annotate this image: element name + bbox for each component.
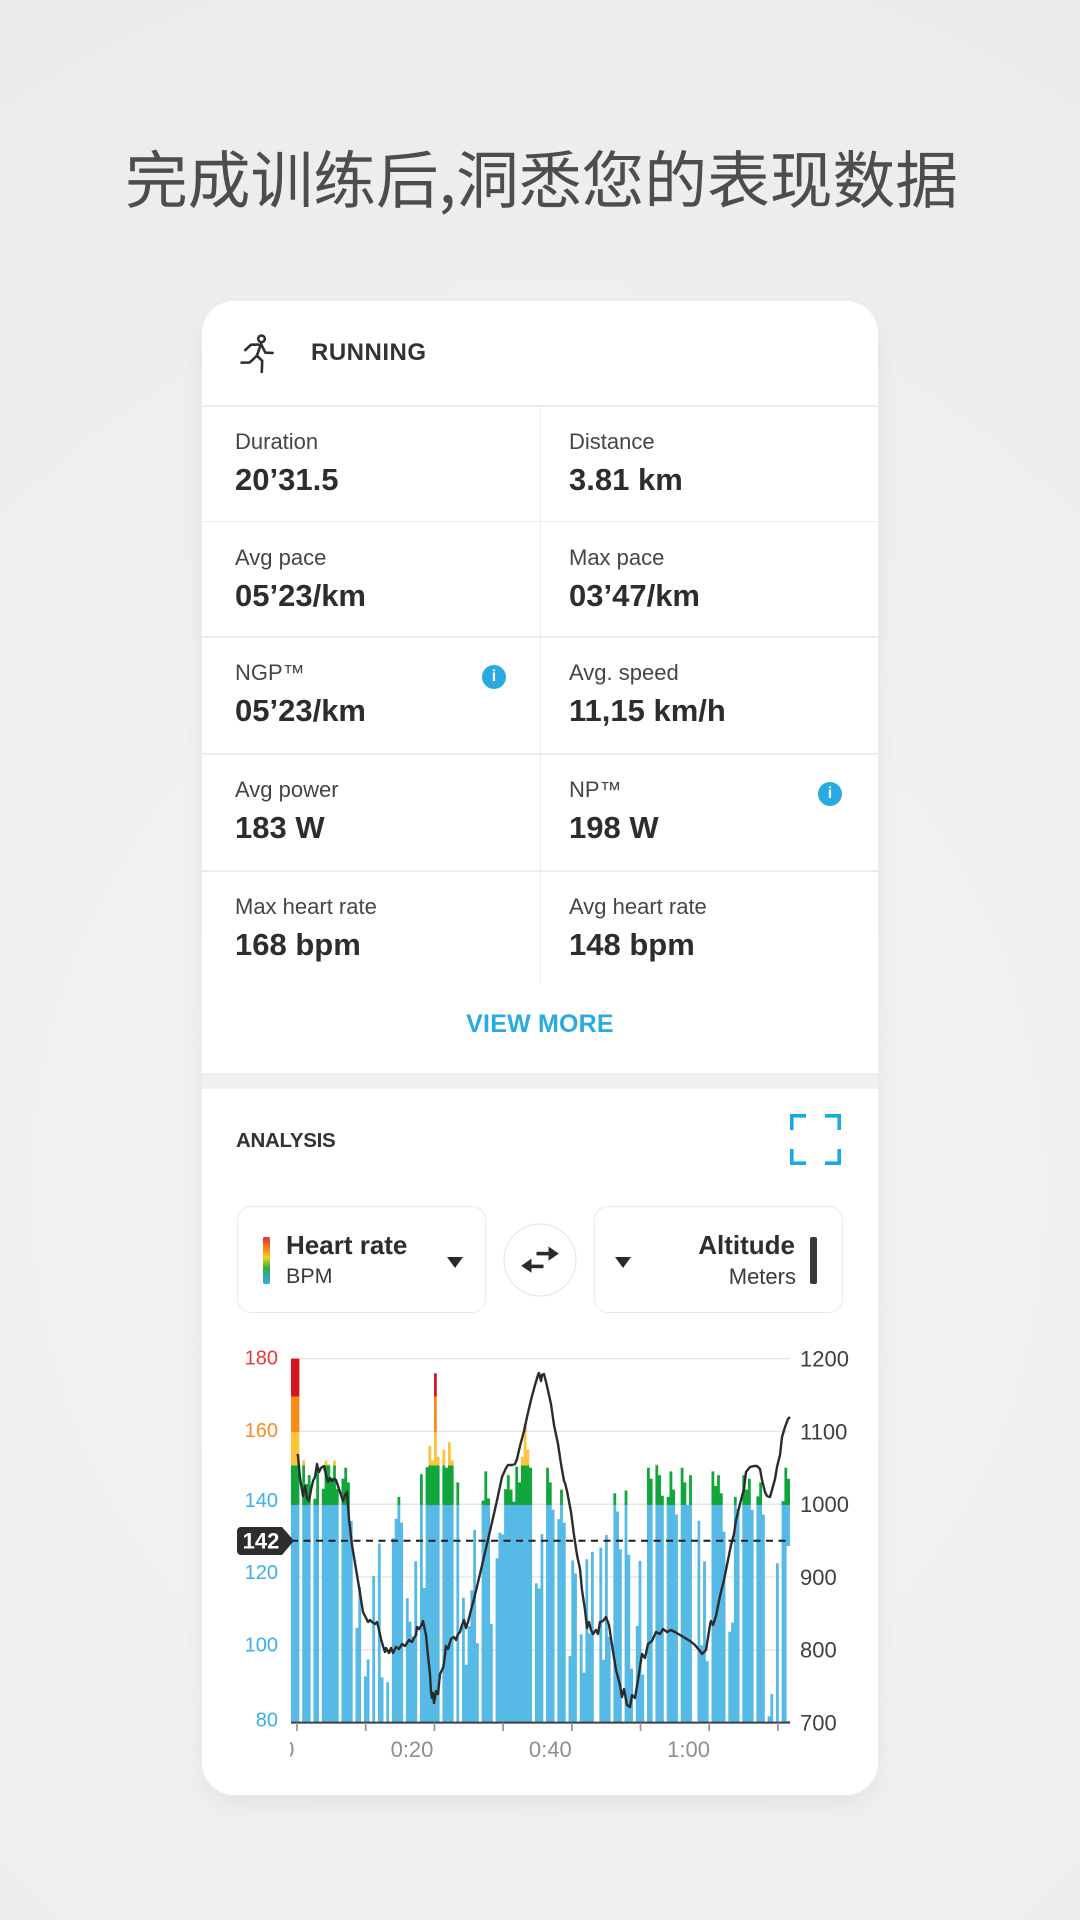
svg-text:160: 160 <box>245 1420 278 1442</box>
svg-text:80: 80 <box>256 1710 278 1732</box>
svg-text:0:20: 0:20 <box>391 1737 434 1762</box>
svg-text:1:00: 1:00 <box>667 1737 710 1762</box>
svg-text:1200: 1200 <box>800 1347 849 1372</box>
svg-text:100: 100 <box>245 1634 278 1656</box>
svg-text:120: 120 <box>245 1562 278 1584</box>
svg-text:142: 142 <box>243 1529 280 1554</box>
svg-text:1000: 1000 <box>800 1492 849 1517</box>
svg-text:700: 700 <box>800 1710 837 1735</box>
svg-text:140: 140 <box>245 1490 278 1512</box>
svg-text:0:40: 0:40 <box>529 1737 572 1762</box>
svg-text:1100: 1100 <box>800 1420 847 1445</box>
svg-text:800: 800 <box>800 1638 837 1663</box>
svg-text:900: 900 <box>800 1565 837 1590</box>
svg-text:0:00: 0:00 <box>252 1737 295 1762</box>
svg-text:180: 180 <box>245 1348 278 1370</box>
